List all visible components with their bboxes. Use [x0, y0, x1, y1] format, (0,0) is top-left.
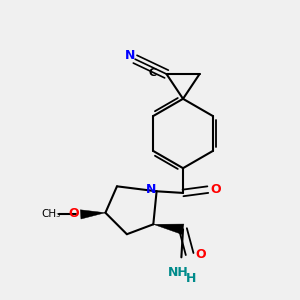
- Text: N: N: [146, 183, 156, 196]
- Text: CH₃: CH₃: [41, 209, 61, 219]
- Text: O: O: [211, 183, 221, 196]
- Text: O: O: [68, 207, 79, 220]
- Text: N: N: [125, 50, 135, 62]
- Text: O: O: [195, 248, 206, 260]
- Text: H: H: [185, 272, 196, 285]
- Text: C: C: [148, 68, 157, 78]
- Polygon shape: [153, 224, 184, 235]
- Polygon shape: [80, 210, 105, 219]
- Text: NH: NH: [168, 266, 188, 279]
